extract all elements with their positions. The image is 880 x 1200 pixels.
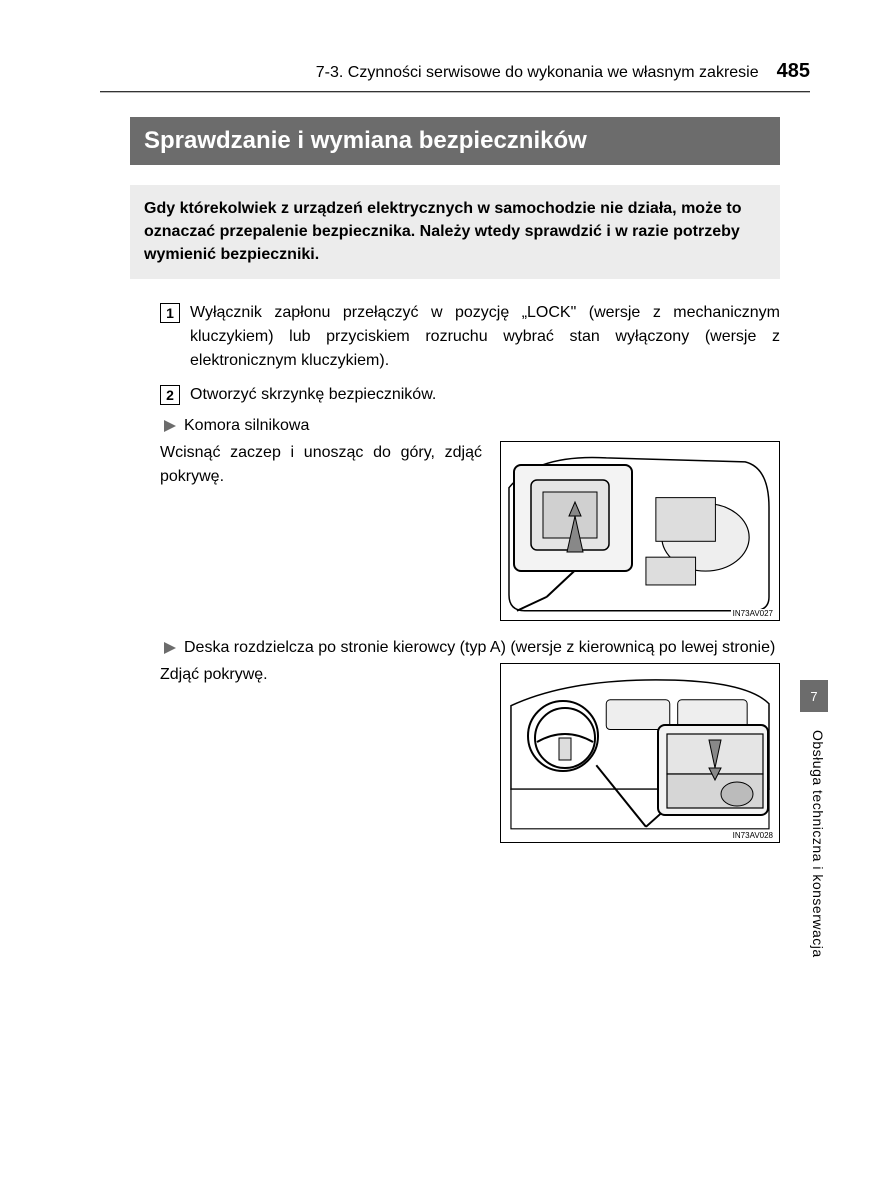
fusebox-closeup-icon bbox=[515, 466, 635, 574]
intro-box: Gdy którekolwiek z urządzeń elektrycznyc… bbox=[130, 185, 780, 279]
figure-1-callout bbox=[513, 464, 633, 572]
under-dash-closeup-icon bbox=[659, 726, 771, 818]
triangle-bullet-icon bbox=[164, 420, 176, 432]
sub-item-1: Komora silnikowa bbox=[164, 417, 780, 435]
section-label: 7-3. Czynności serwisowe do wykonania we… bbox=[316, 64, 759, 82]
body-content: 1 Wyłącznik zapłonu przełączyć w pozycję… bbox=[160, 301, 780, 847]
steering-wheel-svg bbox=[529, 702, 601, 774]
figure-row-1: Wcisnąć zaczep i unosząc do góry, zdjąć … bbox=[160, 441, 780, 625]
step-number-2: 2 bbox=[160, 385, 180, 405]
figure-dashboard: IN73AV028 bbox=[500, 663, 780, 843]
sub-1-heading: Komora silnikowa bbox=[184, 417, 309, 435]
figure-1-code: IN73AV027 bbox=[731, 609, 775, 618]
step-1-text: Wyłącznik zapłonu przełączyć w pozycję „… bbox=[190, 301, 780, 373]
figure-2-callout bbox=[657, 724, 769, 816]
figure-row-2: Zdjąć pokrywę. bbox=[160, 663, 780, 847]
figure-engine-bay: IN73AV027 bbox=[500, 441, 780, 621]
page-number: 485 bbox=[777, 60, 810, 83]
page-header: 7-3. Czynności serwisowe do wykonania we… bbox=[100, 60, 810, 83]
page-title: Sprawdzanie i wymiana bezpieczników bbox=[130, 117, 780, 165]
side-tab: 7 bbox=[800, 680, 828, 712]
figure-2-code: IN73AV028 bbox=[731, 831, 775, 840]
step-2: 2 Otworzyć skrzynkę bezpieczników. bbox=[160, 383, 780, 407]
figure-1-wrap: IN73AV027 bbox=[500, 441, 780, 625]
sub-2-heading: Deska rozdzielcza po stronie kierowcy (t… bbox=[184, 639, 775, 657]
step-2-text: Otworzyć skrzynkę bezpieczników. bbox=[190, 383, 436, 407]
side-section-label: Obsługa techniczna i konserwacja bbox=[810, 730, 826, 958]
step-1: 1 Wyłącznik zapłonu przełączyć w pozycję… bbox=[160, 301, 780, 373]
header-rule bbox=[100, 91, 810, 93]
sub-item-2: Deska rozdzielcza po stronie kierowcy (t… bbox=[164, 639, 780, 657]
sub-2-text: Zdjąć pokrywę. bbox=[160, 663, 482, 847]
figure-2-wrap: IN73AV028 bbox=[500, 663, 780, 847]
triangle-bullet-icon bbox=[164, 642, 176, 654]
manual-page: 7-3. Czynności serwisowe do wykonania we… bbox=[0, 0, 880, 1200]
steering-wheel-icon bbox=[527, 700, 599, 772]
step-number-1: 1 bbox=[160, 303, 180, 323]
sub-1-text: Wcisnąć zaczep i unosząc do góry, zdjąć … bbox=[160, 441, 482, 625]
